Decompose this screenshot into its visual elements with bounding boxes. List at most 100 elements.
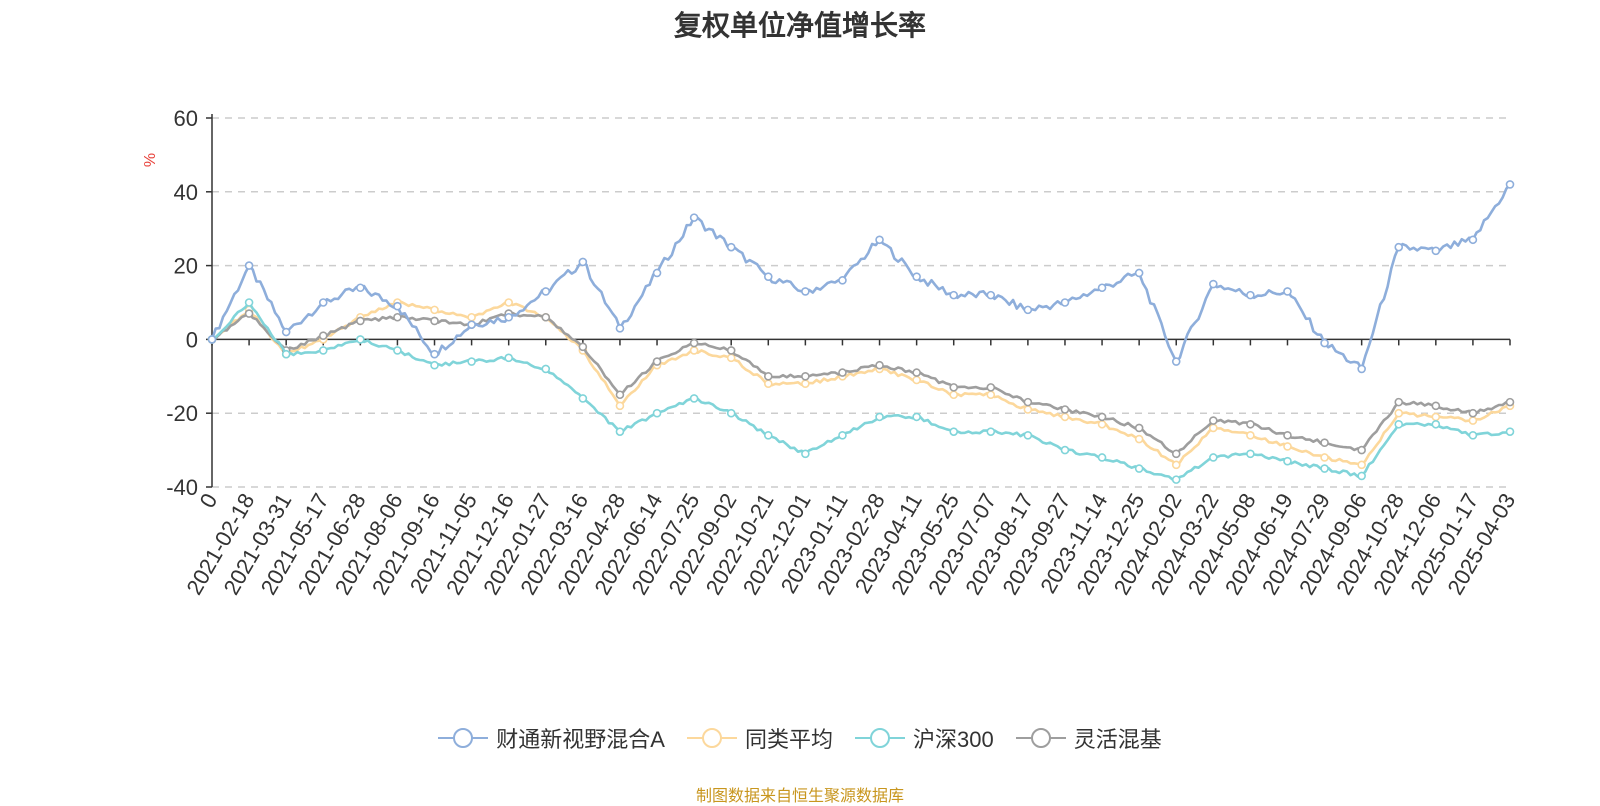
data-point <box>912 375 921 385</box>
legend: 财通新视野混合A 同类平均 沪深300 灵活混基 <box>0 722 1600 754</box>
data-point <box>1468 235 1478 245</box>
legend-item[interactable]: 财通新视野混合A <box>438 722 665 754</box>
data-point <box>912 412 921 422</box>
data-point <box>1283 287 1292 296</box>
data-point <box>1134 434 1144 444</box>
data-point <box>1134 268 1144 278</box>
data-point <box>1320 438 1329 448</box>
data-point <box>1097 419 1107 429</box>
data-point <box>1171 475 1181 484</box>
legend-circle <box>1030 728 1051 748</box>
y-axis-label: % <box>142 153 159 167</box>
data-point <box>652 408 662 418</box>
data-point <box>1357 471 1366 481</box>
data-point <box>578 394 588 403</box>
data-point <box>912 368 921 377</box>
data-point <box>1023 431 1033 440</box>
data-point <box>1209 453 1218 462</box>
data-point <box>949 290 959 300</box>
source-footer: 制图数据来自恒生聚源数据库 <box>695 788 904 805</box>
data-point <box>1283 442 1292 451</box>
data-point <box>393 312 402 322</box>
data-point <box>1431 246 1441 256</box>
data-point <box>763 379 773 388</box>
data-point <box>504 312 513 322</box>
data-point <box>318 298 328 307</box>
data-point <box>318 346 328 355</box>
data-point <box>1431 412 1441 422</box>
data-point <box>430 305 439 315</box>
data-point <box>615 324 625 333</box>
data-point <box>1023 305 1033 315</box>
data-point <box>986 390 996 400</box>
data-point <box>801 379 810 388</box>
data-point <box>467 320 476 329</box>
data-point <box>1246 449 1255 459</box>
legend-item[interactable]: 同类平均 <box>686 722 833 754</box>
legend-item[interactable]: 灵活混基 <box>1015 722 1162 754</box>
series-1 <box>207 298 1515 470</box>
data-point <box>1320 338 1329 348</box>
data-point <box>578 257 588 267</box>
chart-title: 复权单位净值增长率 <box>673 10 926 41</box>
y-tick-label: -40 <box>166 475 198 500</box>
data-point <box>1060 298 1070 307</box>
series-3 <box>207 309 1515 459</box>
data-point <box>1394 408 1404 418</box>
data-point <box>652 357 662 366</box>
data-point <box>356 283 365 293</box>
data-point <box>1246 419 1255 429</box>
data-point <box>1394 419 1404 429</box>
data-point <box>838 276 847 285</box>
data-point <box>1209 279 1218 289</box>
data-point <box>1097 412 1107 422</box>
legend-label: 灵活混基 <box>1073 727 1162 752</box>
data-point <box>1060 405 1070 414</box>
legend-circle <box>701 728 722 748</box>
legend-circle <box>453 728 474 748</box>
legend-label: 同类平均 <box>744 727 833 752</box>
data-point <box>541 364 551 374</box>
data-point <box>504 353 513 363</box>
data-point <box>912 272 921 281</box>
data-point <box>1357 445 1366 455</box>
data-point <box>541 312 551 322</box>
data-point <box>1246 290 1255 300</box>
series-2 <box>207 298 1515 484</box>
data-point <box>1171 460 1181 470</box>
data-point <box>467 357 476 366</box>
data-point <box>726 408 736 418</box>
data-point <box>875 235 884 245</box>
data-point <box>1097 283 1107 293</box>
data-point <box>1431 401 1441 411</box>
data-point <box>1357 364 1366 374</box>
data-point <box>281 327 291 337</box>
data-point <box>689 394 699 403</box>
data-point <box>875 360 884 370</box>
data-point <box>689 213 699 222</box>
data-point <box>541 287 551 296</box>
data-point <box>504 298 513 307</box>
data-point <box>838 431 847 440</box>
data-point <box>430 316 439 326</box>
data-point <box>726 346 736 355</box>
data-point <box>726 353 736 363</box>
data-point <box>1283 431 1292 440</box>
data-point <box>207 335 217 344</box>
y-tick-label: 20 <box>174 254 198 279</box>
data-point <box>1171 449 1181 459</box>
data-point <box>1468 431 1478 440</box>
data-point <box>949 427 959 436</box>
data-point <box>1283 456 1292 466</box>
data-point <box>1394 242 1404 252</box>
data-point <box>763 371 773 381</box>
data-point <box>356 316 365 326</box>
data-point <box>578 342 588 352</box>
legend-marker-icon <box>438 728 489 748</box>
data-point <box>244 261 254 270</box>
legend-circle <box>869 728 890 748</box>
y-tick-label: -20 <box>166 401 198 426</box>
legend-item[interactable]: 沪深300 <box>854 722 994 754</box>
data-point <box>1394 397 1404 407</box>
